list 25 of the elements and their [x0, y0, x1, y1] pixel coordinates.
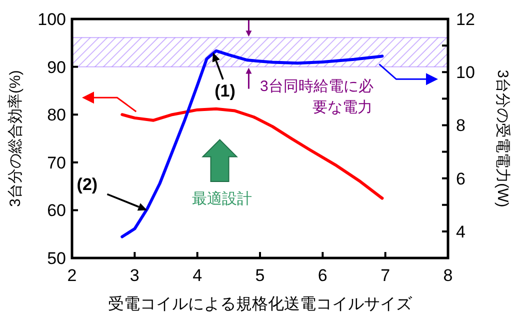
y-axis-title: 3台分の総合効率(%) — [7, 70, 24, 207]
annotation: (2) — [76, 175, 98, 194]
y-tick-label: 60 — [47, 201, 66, 220]
y-tick-label: 70 — [47, 153, 66, 172]
y2-tick-label: 8 — [456, 116, 466, 136]
y-tick-label: 100 — [38, 10, 66, 29]
x-axis-title: 受電コイルによる規格化送電コイルサイズ — [108, 295, 413, 313]
x-tick-label: 3 — [130, 266, 140, 285]
annotation: 最適設計 — [192, 190, 252, 208]
y2-tick-label: 12 — [456, 10, 475, 29]
x-tick-label: 4 — [192, 266, 202, 285]
annotation: (1) — [214, 81, 236, 100]
y2-axis-title: 3台分の受電電力(W) — [494, 70, 511, 208]
x-tick-label: 2 — [67, 266, 77, 285]
y-tick-label: 80 — [47, 106, 66, 125]
x-tick-label: 6 — [318, 266, 328, 285]
y2-tick-label: 10 — [456, 63, 475, 82]
y2-tick-label: 4 — [456, 222, 466, 242]
band-label: 3台同時給電に必要な電力 — [260, 78, 374, 116]
y2-tick-label: 6 — [456, 169, 466, 188]
y-tick-label: 90 — [47, 58, 66, 77]
x-tick-label: 7 — [380, 266, 390, 285]
x-tick-label: 8 — [443, 266, 453, 285]
y-tick-label: 50 — [47, 249, 66, 268]
x-tick-label: 5 — [255, 266, 265, 285]
